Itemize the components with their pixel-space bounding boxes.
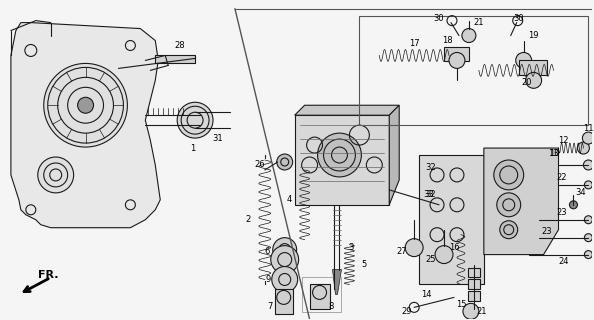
Circle shape — [405, 239, 423, 257]
Text: 32: 32 — [426, 164, 437, 172]
Bar — [309, 284, 330, 309]
Text: 30: 30 — [434, 14, 444, 23]
Bar — [155, 55, 195, 63]
Text: 6: 6 — [264, 247, 270, 256]
Text: 34: 34 — [575, 188, 586, 197]
Circle shape — [494, 160, 524, 190]
Text: 32: 32 — [426, 190, 437, 199]
Text: 22: 22 — [556, 173, 567, 182]
Circle shape — [584, 234, 592, 242]
Circle shape — [78, 97, 93, 113]
Text: 13: 13 — [548, 148, 559, 157]
Text: 23: 23 — [556, 208, 567, 217]
Circle shape — [583, 160, 593, 170]
Text: 24: 24 — [558, 257, 568, 266]
Bar — [444, 47, 469, 61]
Bar — [419, 155, 484, 284]
Circle shape — [272, 267, 298, 292]
Polygon shape — [11, 23, 160, 228]
Text: 11: 11 — [583, 124, 593, 132]
Text: 33: 33 — [424, 190, 434, 199]
Text: 2: 2 — [245, 215, 251, 224]
Circle shape — [318, 133, 361, 177]
Text: 8: 8 — [329, 302, 334, 311]
Circle shape — [582, 132, 594, 144]
Text: 10: 10 — [549, 148, 560, 157]
Polygon shape — [333, 269, 342, 294]
Circle shape — [435, 246, 453, 264]
Text: 3: 3 — [349, 243, 354, 252]
Text: FR.: FR. — [39, 270, 59, 281]
Text: 30: 30 — [513, 14, 524, 23]
Circle shape — [273, 238, 296, 261]
Text: 23: 23 — [541, 227, 552, 236]
Text: 19: 19 — [529, 31, 539, 40]
Circle shape — [584, 216, 592, 224]
Text: 17: 17 — [409, 39, 419, 48]
Circle shape — [177, 102, 213, 138]
Circle shape — [526, 72, 542, 88]
Text: 29: 29 — [401, 307, 412, 316]
Text: 9: 9 — [265, 275, 270, 284]
Text: 16: 16 — [448, 243, 459, 252]
Circle shape — [277, 154, 293, 170]
Bar — [468, 292, 480, 301]
Text: 4: 4 — [287, 195, 292, 204]
Circle shape — [497, 193, 521, 217]
Bar — [468, 268, 480, 277]
Circle shape — [500, 221, 518, 239]
Text: 31: 31 — [213, 133, 223, 143]
Circle shape — [271, 246, 299, 274]
Circle shape — [44, 63, 127, 147]
Circle shape — [38, 157, 74, 193]
Circle shape — [462, 28, 476, 43]
Text: 28: 28 — [175, 41, 185, 50]
Text: 27: 27 — [397, 247, 407, 256]
Bar — [275, 289, 293, 314]
Circle shape — [584, 251, 592, 259]
Text: 7: 7 — [267, 302, 273, 311]
Text: 18: 18 — [442, 36, 452, 45]
Circle shape — [449, 52, 465, 68]
Text: 1: 1 — [191, 144, 196, 153]
Circle shape — [584, 181, 592, 189]
Text: 12: 12 — [558, 136, 568, 145]
Circle shape — [463, 303, 479, 319]
Bar — [468, 279, 480, 289]
Bar — [295, 115, 389, 205]
Bar — [519, 60, 546, 76]
Circle shape — [431, 198, 447, 214]
Text: 14: 14 — [421, 290, 431, 299]
Polygon shape — [295, 105, 399, 115]
Bar — [359, 16, 589, 125]
Text: 25: 25 — [426, 255, 437, 264]
Circle shape — [516, 52, 532, 68]
Text: 15: 15 — [456, 300, 466, 309]
Text: 20: 20 — [522, 78, 532, 87]
Circle shape — [577, 142, 589, 154]
Text: 5: 5 — [362, 260, 367, 269]
Polygon shape — [389, 105, 399, 205]
Text: 21: 21 — [476, 307, 487, 316]
Bar — [302, 277, 342, 312]
Circle shape — [570, 201, 577, 209]
Text: 21: 21 — [473, 18, 484, 27]
Polygon shape — [484, 148, 558, 255]
Text: 26: 26 — [254, 160, 265, 170]
